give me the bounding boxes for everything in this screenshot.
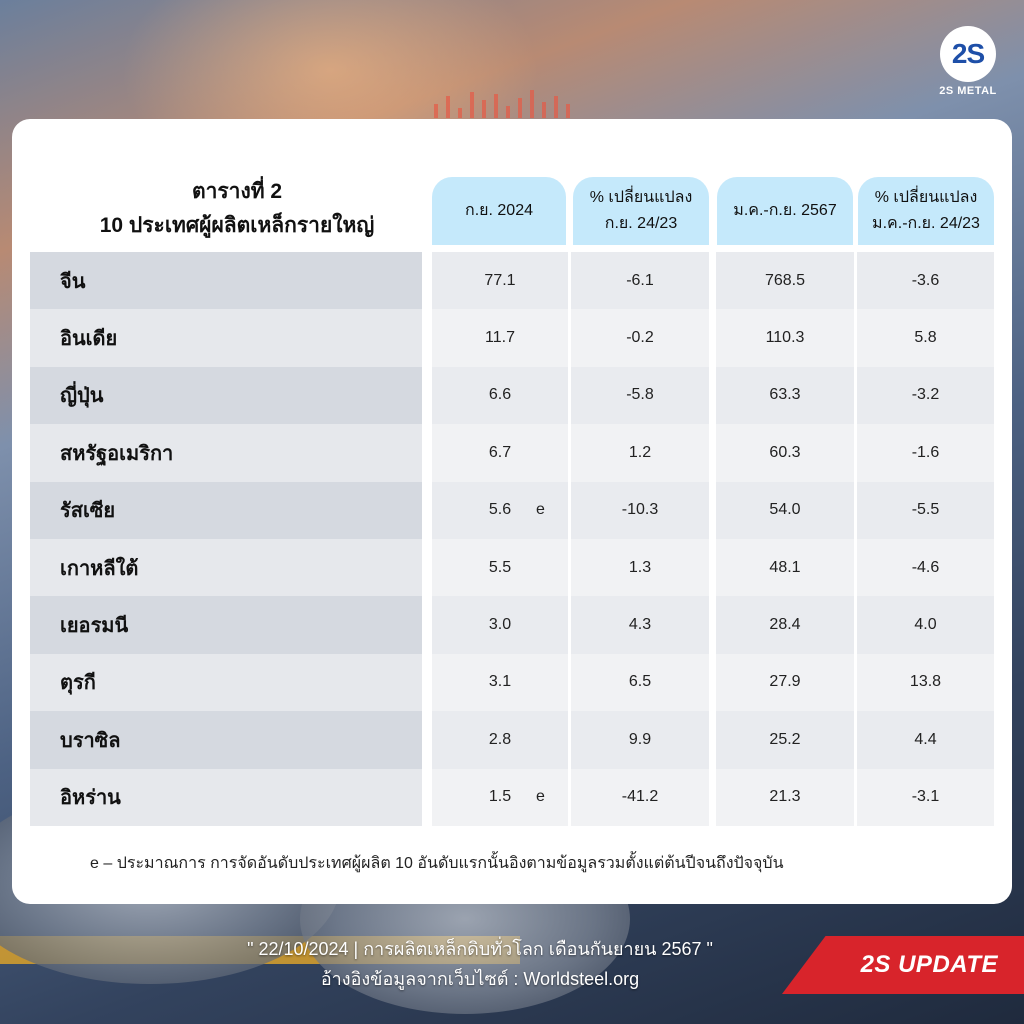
change-jan-sep-cell: 4.0 bbox=[857, 596, 994, 654]
country-cell: รัสเซีย bbox=[30, 481, 422, 539]
table-title: ตารางที่ 2 10 ประเทศผู้ผลิตเหล็กรายใหญ่ bbox=[42, 175, 432, 243]
change-sep-cell: -5.8 bbox=[571, 366, 709, 425]
table-row: ตุรกี 3.1 6.5 27.9 13.8 bbox=[30, 653, 994, 712]
table-row: เกาหลีใต้ 5.5 1.3 48.1 -4.6 bbox=[30, 538, 994, 597]
sep-2024-cell: 1.5 bbox=[432, 768, 568, 826]
change-sep-cell: 4.3 bbox=[571, 596, 709, 654]
country-cell: เยอรมนี bbox=[30, 596, 422, 654]
change-jan-sep-cell: -4.6 bbox=[857, 538, 994, 597]
source-caption-line1: " 22/10/2024 | การผลิตเหล็กดิบทั่วโลก เด… bbox=[247, 939, 713, 959]
country-cell: บราซิล bbox=[30, 711, 422, 769]
column-header-sublabel: ม.ค.-ก.ย. 24/23 bbox=[872, 215, 980, 232]
column-header-label: ก.ย. 2024 bbox=[465, 202, 533, 219]
table-row: ญี่ปุ่น 6.6 -5.8 63.3 -3.2 bbox=[30, 366, 994, 425]
table-card: ตารางที่ 2 10 ประเทศผู้ผลิตเหล็กรายใหญ่ … bbox=[12, 119, 1012, 904]
change-jan-sep-cell: -3.2 bbox=[857, 366, 994, 425]
sep-2024-cell: 11.7 bbox=[432, 309, 568, 367]
table-row: บราซิล 2.8 9.9 25.2 4.4 bbox=[30, 711, 994, 769]
sep-2024-cell: 3.0 bbox=[432, 596, 568, 654]
jan-sep-cell: 25.2 bbox=[716, 711, 854, 769]
brand-logo: 2S 2S METAL bbox=[936, 26, 1000, 97]
sep-2024-cell: 3.1 bbox=[432, 653, 568, 712]
change-jan-sep-cell: 5.8 bbox=[857, 309, 994, 367]
table-title-line1: ตารางที่ 2 bbox=[191, 180, 283, 203]
jan-sep-cell: 768.5 bbox=[716, 252, 854, 310]
column-header-sep-2024: ก.ย. 2024 bbox=[432, 177, 566, 245]
column-header-label: % เปลี่ยนแปลง bbox=[589, 189, 693, 206]
logo-mark: 2S bbox=[940, 26, 996, 82]
table-row: รัสเซีย 5.6 e -10.3 54.0 -5.5 bbox=[30, 481, 994, 539]
jan-sep-cell: 28.4 bbox=[716, 596, 854, 654]
sep-2024-cell: 5.6 bbox=[432, 481, 568, 539]
sep-2024-cell: 6.6 bbox=[432, 366, 568, 425]
table-row: สหรัฐอเมริกา 6.7 1.2 60.3 -1.6 bbox=[30, 424, 994, 482]
column-header-change-jan-sep: % เปลี่ยนแปลง ม.ค.-ก.ย. 24/23 bbox=[858, 177, 994, 245]
jan-sep-cell: 63.3 bbox=[716, 366, 854, 425]
country-cell: อินเดีย bbox=[30, 309, 422, 367]
update-badge-label: 2S UPDATE bbox=[860, 951, 998, 978]
change-sep-cell: -10.3 bbox=[571, 481, 709, 539]
country-cell: เกาหลีใต้ bbox=[30, 538, 422, 597]
change-sep-cell: 9.9 bbox=[571, 711, 709, 769]
jan-sep-cell: 110.3 bbox=[716, 309, 854, 367]
table-row: จีน 77.1 -6.1 768.5 -3.6 bbox=[30, 252, 994, 310]
jan-sep-cell: 60.3 bbox=[716, 424, 854, 482]
jan-sep-cell: 48.1 bbox=[716, 538, 854, 597]
change-sep-cell: -41.2 bbox=[571, 768, 709, 826]
change-jan-sep-cell: -5.5 bbox=[857, 481, 994, 539]
column-header-jan-sep: ม.ค.-ก.ย. 2567 bbox=[717, 177, 853, 245]
column-header-change-sep: % เปลี่ยนแปลง ก.ย. 24/23 bbox=[573, 177, 709, 245]
change-jan-sep-cell: 13.8 bbox=[857, 653, 994, 712]
source-caption-line2: อ้างอิงข้อมูลจากเว็บไซต์ : Worldsteel.or… bbox=[320, 969, 640, 989]
candlestick-decoration bbox=[430, 88, 590, 118]
jan-sep-cell: 27.9 bbox=[716, 653, 854, 712]
sep-2024-cell: 2.8 bbox=[432, 711, 568, 769]
country-cell: สหรัฐอเมริกา bbox=[30, 424, 422, 482]
sep-2024-cell: 6.7 bbox=[432, 424, 568, 482]
change-sep-cell: 1.3 bbox=[571, 538, 709, 597]
sep-2024-cell: 5.5 bbox=[432, 538, 568, 597]
data-table: จีน 77.1 -6.1 768.5 -3.6 อินเดีย 11.7 -0… bbox=[30, 252, 994, 826]
country-cell: จีน bbox=[30, 252, 422, 310]
country-cell: ญี่ปุ่น bbox=[30, 366, 422, 425]
column-header-sublabel: ก.ย. 24/23 bbox=[604, 215, 678, 232]
footnote: e – ประมาณการ การจัดอันดับประเทศผู้ผลิต … bbox=[90, 855, 784, 872]
estimate-flag: e bbox=[536, 788, 545, 806]
jan-sep-cell: 21.3 bbox=[716, 768, 854, 826]
change-sep-cell: 6.5 bbox=[571, 653, 709, 712]
column-header-label: ม.ค.-ก.ย. 2567 bbox=[733, 202, 837, 219]
sep-2024-cell: 77.1 bbox=[432, 252, 568, 310]
country-cell: ตุรกี bbox=[30, 653, 422, 712]
change-jan-sep-cell: -3.1 bbox=[857, 768, 994, 826]
column-header-label: % เปลี่ยนแปลง bbox=[874, 189, 978, 206]
table-row: อินเดีย 11.7 -0.2 110.3 5.8 bbox=[30, 309, 994, 367]
logo-text: 2S METAL bbox=[939, 85, 997, 97]
change-jan-sep-cell: -3.6 bbox=[857, 252, 994, 310]
change-sep-cell: -0.2 bbox=[571, 309, 709, 367]
source-caption: " 22/10/2024 | การผลิตเหล็กดิบทั่วโลก เด… bbox=[180, 934, 780, 994]
table-title-line2: 10 ประเทศผู้ผลิตเหล็กรายใหญ่ bbox=[99, 214, 375, 237]
jan-sep-cell: 54.0 bbox=[716, 481, 854, 539]
change-sep-cell: -6.1 bbox=[571, 252, 709, 310]
table-row: เยอรมนี 3.0 4.3 28.4 4.0 bbox=[30, 596, 994, 654]
country-cell: อิหร่าน bbox=[30, 768, 422, 826]
change-jan-sep-cell: -1.6 bbox=[857, 424, 994, 482]
estimate-flag: e bbox=[536, 501, 545, 519]
change-jan-sep-cell: 4.4 bbox=[857, 711, 994, 769]
update-badge: 2S UPDATE bbox=[782, 936, 1024, 994]
table-row: อิหร่าน 1.5 e -41.2 21.3 -3.1 bbox=[30, 768, 994, 826]
change-sep-cell: 1.2 bbox=[571, 424, 709, 482]
